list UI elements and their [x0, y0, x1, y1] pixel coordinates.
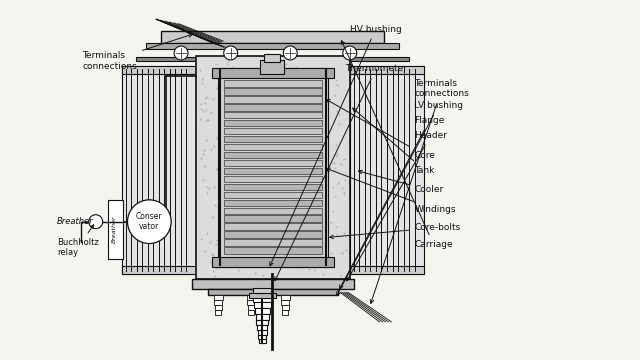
Circle shape [284, 46, 297, 60]
Bar [255, 314, 269, 320]
Bar [108, 200, 122, 260]
Bar [282, 300, 289, 305]
Bar [257, 320, 268, 325]
Circle shape [89, 215, 102, 229]
Text: Breather: Breather [112, 216, 117, 243]
Bar [259, 339, 266, 343]
Bar [246, 300, 255, 305]
Text: Buchholtz
relay: Buchholtz relay [57, 225, 99, 257]
Circle shape [174, 46, 188, 60]
Bar [192, 279, 354, 289]
Bar [224, 207, 322, 214]
Bar [224, 192, 322, 198]
Bar [224, 120, 322, 126]
Bar [224, 128, 322, 135]
Bar [224, 247, 322, 254]
Bar [218, 68, 328, 267]
Text: Thermometer: Thermometer [275, 64, 407, 281]
Bar [214, 295, 223, 300]
Bar [215, 305, 222, 310]
Bar [224, 80, 322, 86]
Bar [122, 66, 196, 274]
Bar [248, 293, 276, 298]
Text: Breather: Breather [57, 217, 93, 226]
Bar [350, 66, 424, 74]
Bar [224, 112, 322, 118]
Text: Tank: Tank [353, 108, 435, 175]
Bar [248, 310, 253, 315]
Bar [147, 43, 399, 49]
Text: Flange: Flange [340, 116, 445, 289]
Circle shape [224, 46, 237, 60]
Text: HV bushing: HV bushing [270, 25, 401, 266]
Bar [136, 57, 410, 61]
Bar [212, 257, 334, 267]
Bar [224, 239, 322, 246]
Text: Conser
vator: Conser vator [136, 212, 163, 231]
Bar [224, 152, 322, 158]
Bar [224, 104, 322, 111]
Text: Cooler: Cooler [358, 170, 444, 194]
Bar [253, 302, 271, 308]
Circle shape [127, 200, 171, 243]
Bar [212, 68, 334, 78]
Text: Terminals
connections: Terminals connections [371, 79, 469, 303]
Bar [224, 159, 322, 166]
Bar [350, 66, 424, 274]
Bar [253, 295, 273, 302]
Text: Terminals
connections: Terminals connections [83, 34, 192, 71]
Bar [257, 325, 268, 330]
Bar [224, 144, 322, 150]
Bar [246, 295, 255, 300]
Bar [282, 310, 288, 315]
Bar [260, 60, 284, 74]
Bar [122, 66, 196, 74]
Text: Carriage: Carriage [341, 41, 453, 249]
Text: Core: Core [326, 100, 435, 160]
Bar [196, 56, 350, 279]
Bar [253, 288, 273, 293]
Circle shape [343, 46, 356, 60]
Bar [248, 305, 255, 310]
Bar [122, 266, 196, 274]
Bar [255, 308, 270, 314]
Bar [224, 88, 322, 95]
Bar [161, 31, 385, 43]
Bar [259, 335, 266, 339]
Bar [224, 216, 322, 222]
Bar [214, 300, 222, 305]
Bar [282, 295, 290, 300]
Bar [259, 330, 268, 335]
Bar [224, 136, 322, 143]
Bar [224, 168, 322, 174]
Bar [224, 176, 322, 183]
Text: Core-bolts: Core-bolts [330, 223, 461, 239]
Text: LV bushing: LV bushing [337, 101, 463, 296]
Bar [224, 199, 322, 206]
Bar [208, 289, 338, 295]
Text: Header: Header [347, 131, 447, 281]
Bar [264, 54, 280, 62]
Bar [350, 266, 424, 274]
Bar [224, 96, 322, 103]
Bar [215, 310, 221, 315]
Bar [224, 184, 322, 190]
Bar [224, 231, 322, 238]
Text: Windings: Windings [326, 168, 456, 214]
Bar [282, 305, 289, 310]
Bar [224, 224, 322, 230]
